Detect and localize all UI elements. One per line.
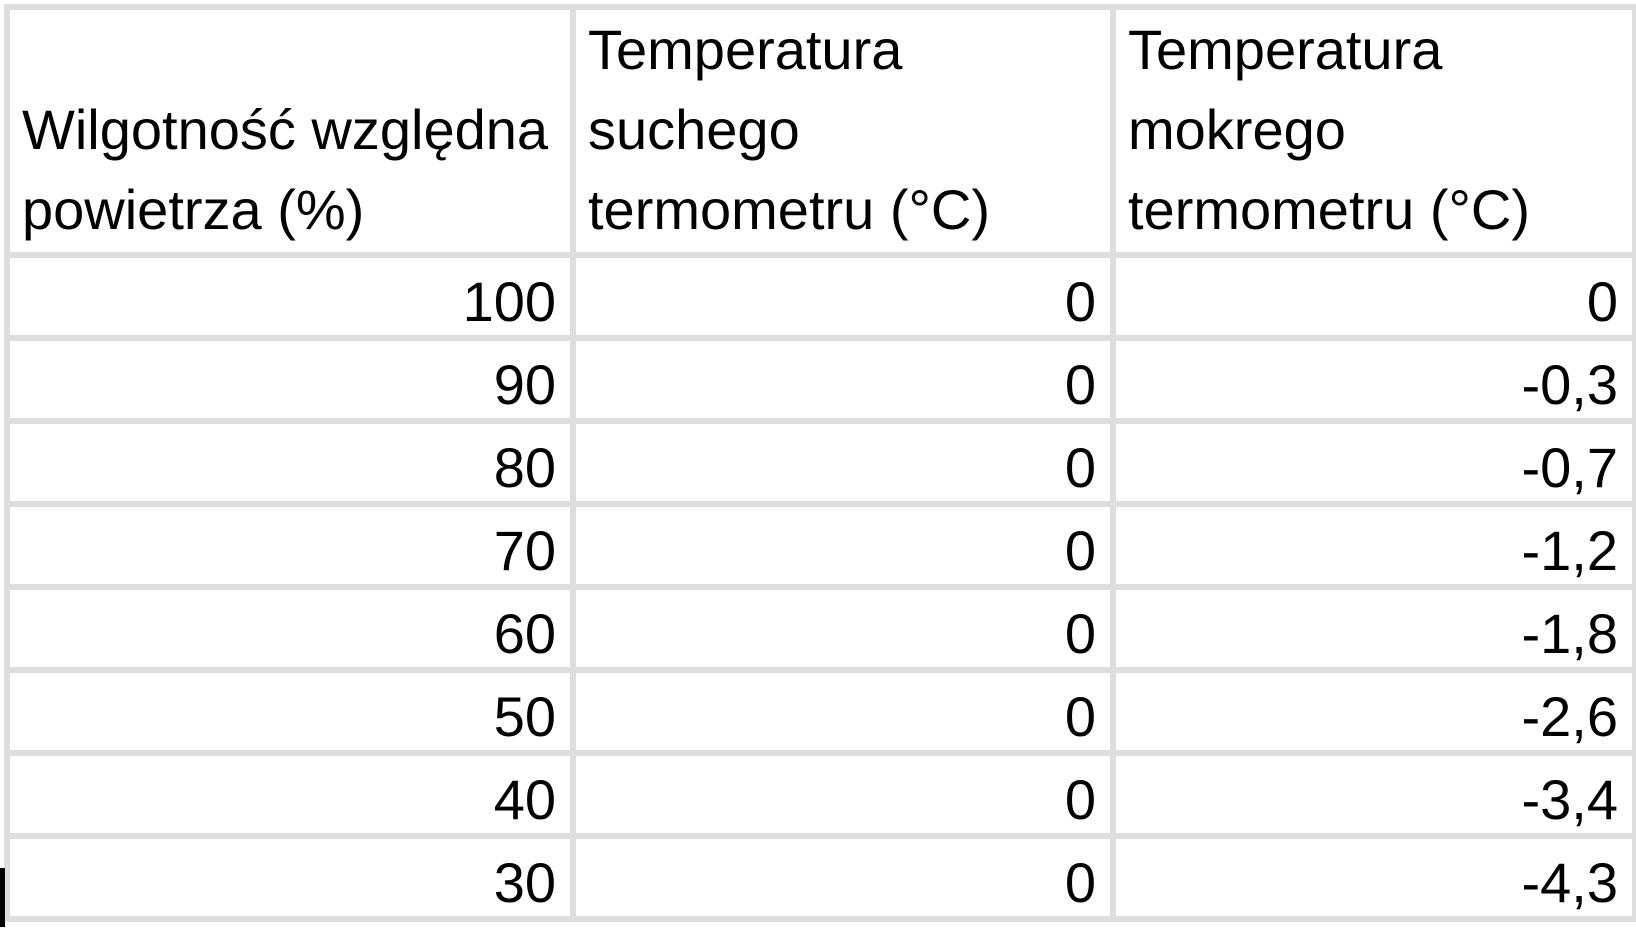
cell-wet-bulb[interactable]: -2,6 [1110, 667, 1636, 756]
humidity-temperature-table: Wilgotność względna powietrza (%) Temper… [4, 4, 1636, 922]
cell-humidity[interactable]: 80 [4, 418, 576, 507]
table-row: 30 0 -4,3 [4, 833, 1636, 922]
header-line: termometru (°C) [588, 178, 990, 241]
header-line: Temperatura [588, 18, 903, 81]
table-row: 40 0 -3,4 [4, 750, 1636, 839]
cell-wet-bulb[interactable]: -1,8 [1110, 584, 1636, 673]
cell-wet-bulb[interactable]: -1,2 [1110, 501, 1636, 590]
table-row: 70 0 -1,2 [4, 501, 1636, 590]
cell-dry-bulb[interactable]: 0 [570, 418, 1116, 507]
cell-wet-bulb[interactable]: 0 [1110, 252, 1636, 341]
cell-humidity[interactable]: 70 [4, 501, 576, 590]
header-line: powietrza (%) [22, 178, 365, 241]
cell-humidity[interactable]: 60 [4, 584, 576, 673]
cell-dry-bulb[interactable]: 0 [570, 750, 1116, 839]
table-row: 100 0 0 [4, 252, 1636, 341]
column-header-humidity[interactable]: Wilgotność względna powietrza (%) [4, 4, 576, 258]
header-line: Temperatura [1128, 18, 1443, 81]
cell-dry-bulb[interactable]: 0 [570, 833, 1116, 922]
header-line: Wilgotność względna [22, 98, 549, 161]
cell-humidity[interactable]: 30 [4, 833, 576, 922]
header-line: suchego [588, 98, 800, 161]
table-row: 60 0 -1,8 [4, 584, 1636, 673]
table-row: 50 0 -2,6 [4, 667, 1636, 756]
cell-humidity[interactable]: 90 [4, 335, 576, 424]
cell-wet-bulb[interactable]: -4,3 [1110, 833, 1636, 922]
cell-humidity[interactable]: 100 [4, 252, 576, 341]
header-line: termometru (°C) [1128, 178, 1530, 241]
cell-wet-bulb[interactable]: -0,3 [1110, 335, 1636, 424]
header-row: Wilgotność względna powietrza (%) Temper… [4, 4, 1636, 258]
column-header-wet-bulb[interactable]: Temperatura mokrego termometru (°C) [1110, 4, 1636, 258]
cell-dry-bulb[interactable]: 0 [570, 335, 1116, 424]
cell-dry-bulb[interactable]: 0 [570, 501, 1116, 590]
column-header-dry-bulb[interactable]: Temperatura suchego termometru (°C) [570, 4, 1116, 258]
table-row: 90 0 -0,3 [4, 335, 1636, 424]
header-line: mokrego [1128, 98, 1346, 161]
cell-dry-bulb[interactable]: 0 [570, 667, 1116, 756]
cell-wet-bulb[interactable]: -3,4 [1110, 750, 1636, 839]
cell-humidity[interactable]: 50 [4, 667, 576, 756]
cell-wet-bulb[interactable]: -0,7 [1110, 418, 1636, 507]
text-caret [0, 868, 5, 927]
cell-dry-bulb[interactable]: 0 [570, 252, 1116, 341]
cell-dry-bulb[interactable]: 0 [570, 584, 1116, 673]
cell-humidity[interactable]: 40 [4, 750, 576, 839]
table-row: 80 0 -0,7 [4, 418, 1636, 507]
